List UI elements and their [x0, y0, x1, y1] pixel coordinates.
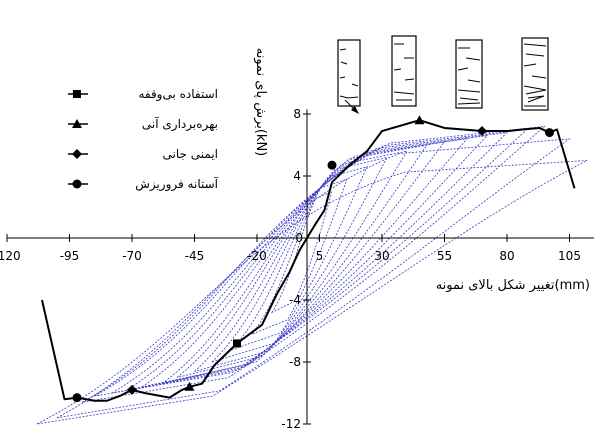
- circle-marker: [545, 128, 554, 138]
- x-tick-label: -70: [122, 249, 142, 263]
- y-tick-label: 0: [295, 231, 303, 245]
- y-tick-label: -8: [289, 355, 301, 369]
- hysteresis-loop: [194, 150, 408, 372]
- crack-sketch-3: [455, 39, 483, 109]
- legend-item-immediate-occupancy: استفاده بی‌وقفه: [68, 87, 218, 102]
- hysteresis-loop: [270, 190, 333, 314]
- hysteresis-loop: [36, 160, 588, 425]
- hysteresis-loop: [211, 156, 388, 363]
- y-tick-label: 8: [293, 107, 301, 121]
- legend-item-operational: بهره‌برداری آنی: [68, 116, 218, 132]
- hysteresis-loop: [94, 128, 529, 397]
- legend: استفاده بی‌وقفه بهره‌برداری آنی ایمنی جا…: [68, 87, 219, 192]
- circle-marker: [72, 393, 82, 403]
- legend-label: ایمنی جانی: [163, 147, 218, 161]
- square-marker: [233, 339, 241, 348]
- arrow-head-icon: [351, 106, 359, 114]
- diamond-marker-icon: [72, 149, 82, 159]
- hysteresis-loop: [111, 132, 509, 394]
- circle-marker-icon: [72, 179, 82, 189]
- legend-item-life-safety: ایمنی جانی: [68, 147, 218, 161]
- hysteresis-loop: [161, 141, 446, 385]
- hysteresis-loops: [36, 125, 588, 425]
- x-tick-label: -20: [247, 249, 267, 263]
- legend-label: استفاده بی‌وقفه: [138, 87, 218, 102]
- x-tick-label: 5: [316, 249, 324, 263]
- envelope-line: [41, 119, 576, 402]
- triangle-marker: [184, 381, 195, 391]
- y-tick-label: -4: [289, 293, 301, 307]
- hysteresis-loop: [176, 144, 428, 378]
- hysteresis-loop: [126, 135, 489, 391]
- crack-sketch-4: [521, 37, 549, 111]
- crack-sketch-1: [337, 39, 361, 107]
- crack-pattern-sketches: [337, 35, 549, 114]
- hysteresis-loop: [81, 125, 546, 403]
- x-tick-label: 30: [374, 249, 389, 263]
- y-axis-title: برش پای نمونه(kN): [253, 48, 268, 157]
- diamond-marker: [127, 384, 137, 395]
- hysteresis-loop: [230, 166, 368, 351]
- circle-marker: [327, 160, 337, 170]
- hysteresis-loop: [56, 138, 571, 419]
- x-tick-label: -45: [185, 249, 205, 263]
- square-marker-icon: [73, 90, 81, 98]
- legend-item-collapse-prevention: آستانه فروریزش: [68, 176, 219, 192]
- y-tick-label: 4: [293, 169, 301, 183]
- hysteresis-loop: [141, 138, 468, 388]
- x-tick-label: -120: [0, 249, 21, 263]
- y-tick-label: -12: [281, 417, 301, 431]
- x-tick-label: 105: [558, 249, 581, 263]
- x-tick-label: 80: [499, 249, 514, 263]
- x-tick-label: 55: [437, 249, 452, 263]
- legend-label: بهره‌برداری آنی: [142, 116, 218, 132]
- legend-label: آستانه فروریزش: [135, 176, 218, 192]
- performance-markers: [72, 115, 554, 403]
- diamond-marker: [477, 126, 487, 137]
- crack-sketch-2: [391, 35, 417, 107]
- triangle-marker: [414, 115, 425, 125]
- x-axis-title: تغییر شکل بالای نمونه(mm): [436, 278, 590, 293]
- envelope-series: [41, 119, 576, 402]
- triangle-marker-icon: [72, 119, 82, 128]
- x-tick-label: -95: [60, 249, 80, 263]
